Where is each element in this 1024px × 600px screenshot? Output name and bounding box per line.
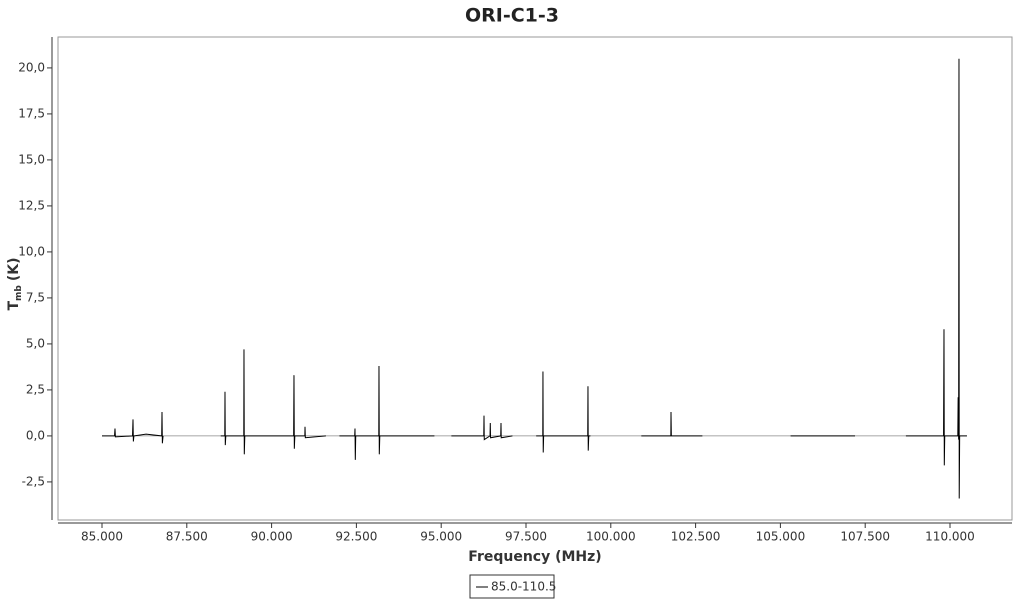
y-tick-label: 2,5 (26, 382, 45, 396)
y-tick-label: 17,5 (18, 106, 45, 120)
x-tick-label: 87.500 (166, 530, 208, 544)
y-tick-label: -2,5 (22, 474, 45, 488)
x-tick-label: 95.000 (420, 530, 462, 544)
x-tick-label: 102.500 (671, 530, 721, 544)
y-tick-label: 15,0 (18, 152, 45, 166)
y-tick-label: 5,0 (26, 336, 45, 350)
y-tick-label: 12,5 (18, 198, 45, 212)
y-label-unit: (K) (6, 257, 22, 281)
y-tick-label: 0,0 (26, 428, 45, 442)
y-tick-label: 10,0 (18, 244, 45, 258)
plot-frame (57, 36, 1013, 521)
legend-box (469, 574, 555, 599)
x-tick-label: 105.000 (756, 530, 806, 544)
x-tick-label: 107.500 (840, 530, 890, 544)
x-tick-label: 97.500 (505, 530, 547, 544)
y-tick-label: 7,5 (26, 290, 45, 304)
chart-title: ORI-C1-3 (465, 5, 559, 27)
x-tick-label: 92.500 (335, 530, 377, 544)
x-tick-label: 85.000 (81, 530, 123, 544)
y-label-main: T (6, 301, 22, 311)
y-axis-label: Tmb (K) (6, 257, 24, 310)
legend-label: 85.0-110.5 (491, 580, 556, 594)
y-label-sub: mb (14, 285, 24, 301)
x-tick-label: 100.000 (586, 530, 636, 544)
spectrum-line (101, 58, 967, 499)
x-axis-label: Frequency (MHz) (468, 549, 601, 565)
x-tick-label: 110.000 (925, 530, 975, 544)
y-tick-label: 20,0 (18, 60, 45, 74)
x-tick-label: 90.000 (251, 530, 293, 544)
